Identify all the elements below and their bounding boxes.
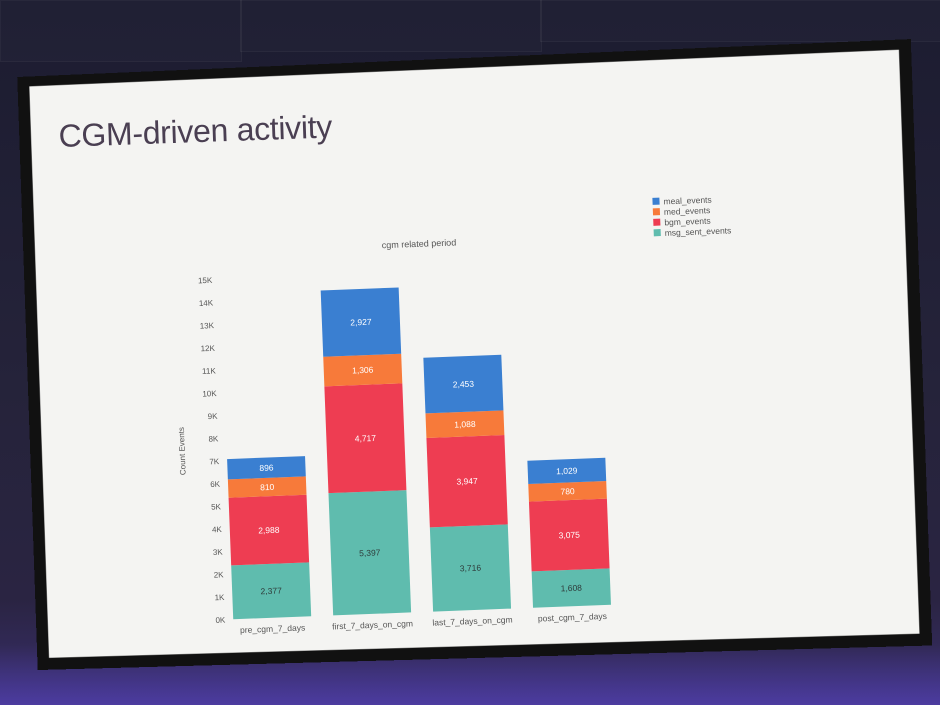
x-tick-label: first_7_days_on_cgm [332,618,413,631]
y-tick-label: 6K [210,480,221,489]
y-tick-label: 14K [199,298,214,308]
data-label: 1,088 [454,419,476,430]
data-label: 1,306 [352,365,374,376]
y-tick-label: 4K [212,525,223,534]
y-tick-label: 11K [202,366,217,376]
y-tick-label: 0K [215,616,226,625]
legend-swatch-meal_events [652,198,659,205]
data-label: 2,453 [453,379,475,390]
y-tick-label: 9K [207,412,218,421]
data-label: 4,717 [355,433,377,444]
data-label: 1,029 [556,465,578,476]
data-label: 2,377 [260,585,282,596]
y-tick-label: 1K [214,593,225,602]
x-tick-label: last_7_days_on_cgm [432,615,513,628]
chart-title: cgm related period [382,237,457,250]
data-label: 780 [560,486,575,497]
y-tick-label: 15K [198,276,213,286]
legend-label-msg_sent_events: msg_sent_events [665,225,732,238]
legend-swatch-bgm_events [653,219,660,226]
legend-swatch-med_events [653,208,660,215]
x-tick-label: pre_cgm_7_days [240,622,306,634]
data-label: 896 [259,462,274,473]
data-label: 810 [260,482,275,493]
data-label: 2,927 [350,317,372,328]
y-tick-label: 2K [214,570,225,579]
x-tick-label: post_cgm_7_days [538,611,607,624]
y-tick-label: 12K [200,344,215,354]
y-tick-label: 3K [213,548,224,557]
data-label: 3,947 [456,476,478,487]
y-tick-label: 8K [208,434,219,443]
y-axis-label: Count Events [177,427,188,475]
y-tick-label: 13K [200,321,215,331]
legend-swatch-msg_sent_events [654,229,661,236]
data-label: 5,397 [359,547,381,558]
y-tick-label: 10K [202,389,217,399]
data-label: 3,075 [558,530,580,541]
data-label: 3,716 [460,563,482,574]
data-label: 2,988 [258,525,280,536]
y-tick-label: 5K [211,502,222,511]
y-tick-label: 7K [209,457,220,466]
data-label: 1,608 [560,583,582,594]
